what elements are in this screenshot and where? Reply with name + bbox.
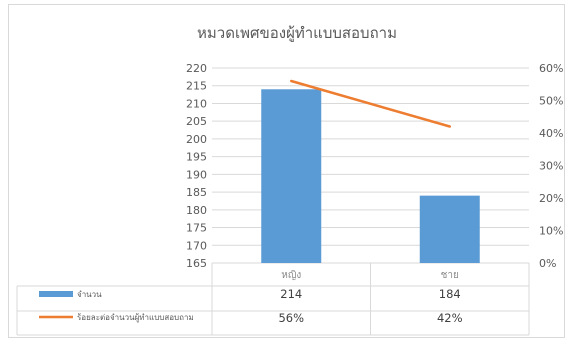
bar-series bbox=[261, 89, 480, 263]
left-tick-label: 195 bbox=[186, 151, 207, 164]
bar bbox=[419, 195, 480, 263]
table-cell-count: 214 bbox=[280, 287, 302, 301]
bar bbox=[261, 89, 322, 263]
line-series bbox=[290, 79, 451, 128]
right-tick-label: 40% bbox=[539, 127, 563, 140]
left-tick-label: 200 bbox=[186, 133, 207, 146]
data-table-values: หญิง 214 56% ชาย 184 42% bbox=[278, 270, 462, 325]
legend-label-percent: ร้อยละต่อจำนวนผู้ทำแบบสอบถาม bbox=[77, 313, 194, 323]
right-tick-label: 10% bbox=[539, 225, 563, 238]
chart-frame: หมวดเพศของผู้ทำแบบสอบถาม 165 170 175 180 185… bbox=[8, 4, 565, 338]
left-tick-label: 170 bbox=[186, 239, 207, 252]
category-label: หญิง bbox=[281, 270, 301, 281]
table-cell-percent: 56% bbox=[278, 311, 304, 325]
legend-key-bar bbox=[39, 291, 73, 297]
right-axis: 0% 10% 20% 30% 40% 50% 60% bbox=[539, 62, 563, 270]
data-table bbox=[16, 263, 530, 336]
legend-label-count: จำนวน bbox=[77, 290, 102, 299]
left-tick-label: 220 bbox=[186, 62, 207, 75]
chart-svg: หมวดเพศของผู้ทำแบบสอบถาม 165 170 175 180 185… bbox=[16, 24, 563, 336]
right-tick-label: 0% bbox=[539, 257, 556, 270]
right-tick-label: 50% bbox=[539, 95, 563, 108]
left-tick-label: 185 bbox=[186, 186, 207, 199]
right-tick-label: 20% bbox=[539, 192, 563, 205]
left-axis: 165 170 175 180 185 190 195 200 205 210 215 220 bbox=[186, 62, 207, 270]
left-tick-label: 205 bbox=[186, 115, 207, 128]
table-cell-count: 184 bbox=[439, 287, 461, 301]
left-tick-label: 215 bbox=[186, 80, 207, 93]
right-tick-label: 60% bbox=[539, 62, 563, 75]
left-tick-label: 190 bbox=[186, 168, 207, 181]
left-tick-label: 165 bbox=[186, 257, 207, 270]
line-series-path bbox=[290, 79, 451, 128]
table-cell-percent: 42% bbox=[437, 311, 463, 325]
chart-title: หมวดเพศของผู้ทำแบบสอบถาม bbox=[197, 24, 397, 42]
grid-lines bbox=[212, 67, 529, 264]
right-tick-label: 30% bbox=[539, 160, 563, 173]
left-tick-label: 175 bbox=[186, 222, 207, 235]
left-tick-label: 210 bbox=[186, 97, 207, 110]
left-tick-label: 180 bbox=[186, 204, 207, 217]
category-label: ชาย bbox=[441, 270, 459, 281]
